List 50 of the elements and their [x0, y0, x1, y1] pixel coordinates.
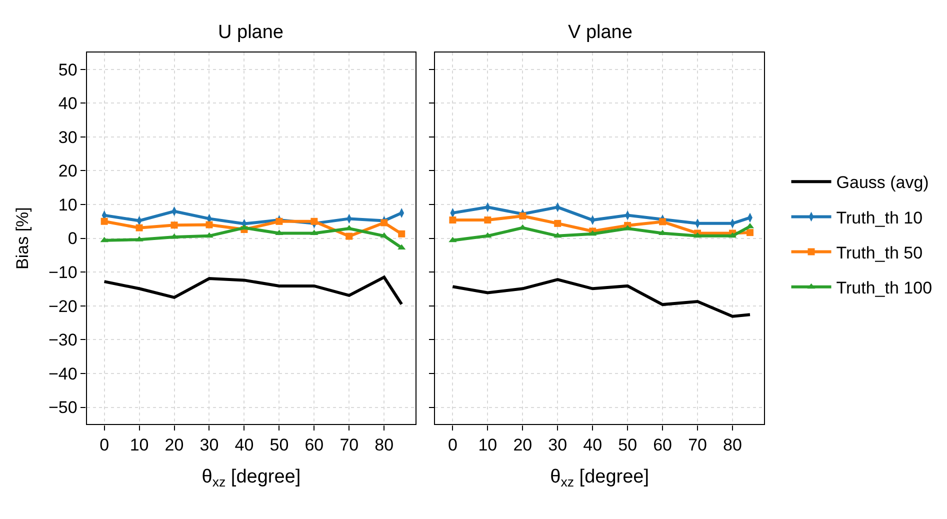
point — [659, 218, 666, 226]
x-tick-label: 20 — [513, 436, 532, 455]
x-axis-title: θ$_{xz}$ [degree] — [202, 466, 301, 490]
chart-title: V plane — [568, 22, 632, 43]
point — [448, 236, 457, 242]
point — [624, 224, 632, 230]
x-tick-label: 10 — [130, 436, 149, 455]
point — [519, 212, 526, 220]
y-tick-label: 40 — [58, 94, 78, 114]
y-tick-label: −20 — [48, 296, 78, 316]
x-tick-label: 10 — [478, 436, 498, 455]
y-axis-title: Bias [%] — [13, 207, 32, 270]
x-tick-label: 50 — [618, 436, 638, 455]
y-tick-label: 0 — [68, 229, 78, 248]
x-tick-label: 60 — [304, 436, 324, 455]
legend-label: Truth_th 10 — [836, 208, 923, 228]
point — [554, 220, 562, 227]
x-tick-label: 80 — [723, 436, 742, 455]
x-tick-label: 30 — [200, 436, 219, 455]
legend-label: Truth_th 100 — [836, 278, 932, 298]
y-tick-label: −30 — [48, 330, 78, 350]
point — [449, 216, 456, 224]
x-tick-label: 0 — [448, 436, 458, 455]
legend-label: Truth_th 50 — [836, 243, 923, 262]
point — [484, 216, 492, 224]
x-tick-label: 70 — [340, 436, 359, 455]
chart-title: U plane — [218, 22, 284, 43]
x-tick-label: 60 — [653, 436, 672, 455]
y-tick-label: −10 — [48, 263, 78, 282]
point — [746, 229, 754, 236]
y-tick-label: 20 — [58, 162, 78, 181]
point — [484, 232, 492, 238]
point — [588, 230, 597, 236]
y-tick-label: 50 — [58, 60, 78, 80]
x-tick-label: 40 — [234, 436, 254, 455]
x-tick-label: 20 — [164, 436, 184, 455]
x-tick-label: 40 — [583, 436, 602, 455]
point — [554, 232, 562, 238]
y-tick-label: 10 — [58, 195, 78, 214]
y-tick-label: 30 — [58, 128, 78, 147]
y-tick-label: −50 — [48, 398, 78, 418]
line-series — [102, 276, 404, 306]
x-tick-label: 50 — [270, 436, 289, 455]
x-tick-label: 30 — [548, 436, 568, 455]
legend-label: Gauss (avg) — [836, 173, 929, 192]
y-tick-label: −40 — [48, 364, 78, 384]
x-tick-label: 0 — [100, 436, 110, 455]
x-tick-label: 80 — [374, 436, 394, 455]
x-axis-title: θ$_{xz}$ [degree] — [550, 466, 650, 490]
x-tick-label: 70 — [688, 436, 707, 455]
